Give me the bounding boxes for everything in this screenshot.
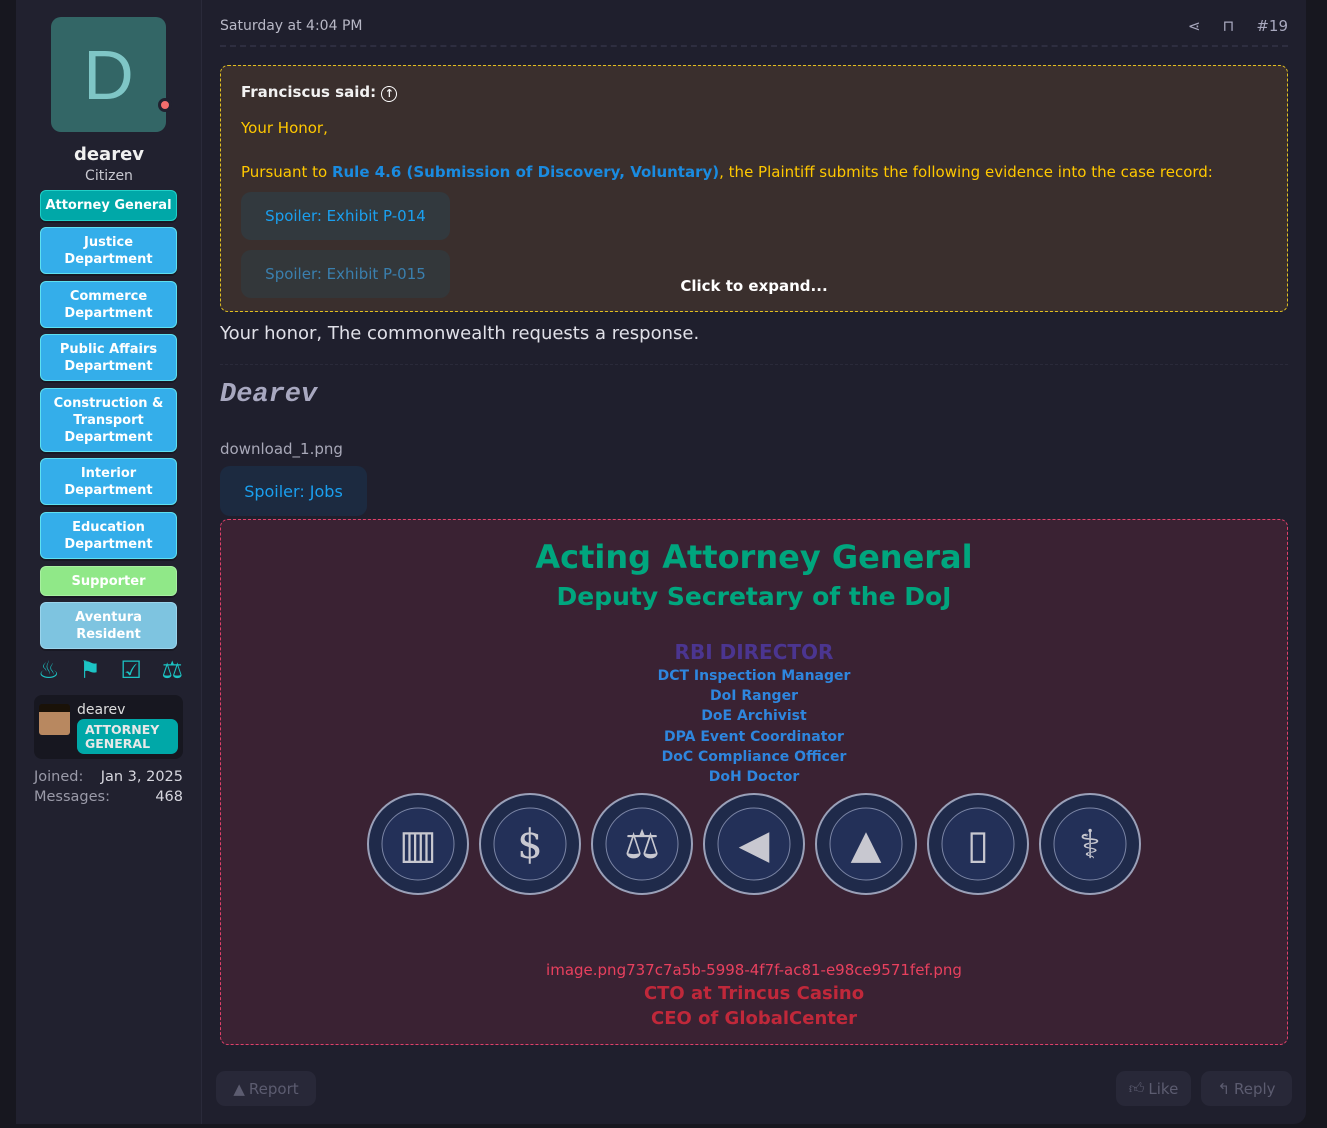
badge-education: Education Department xyxy=(40,512,177,559)
click-to-expand[interactable]: Click to expand... xyxy=(680,277,828,295)
reply-icon: ↰ xyxy=(1217,1079,1231,1098)
health-seal-icon: ⚕ xyxy=(1038,792,1142,900)
minecraft-rank: ATTORNEY GENERAL xyxy=(77,719,178,754)
quote-text: Pursuant to Rule 4.6 (Submission of Disc… xyxy=(241,163,1213,181)
post-body: Your honor, The commonwealth requests a … xyxy=(220,323,700,344)
warning-icon: ▲ xyxy=(233,1079,245,1098)
post-date[interactable]: Saturday at 4:04 PM xyxy=(220,18,363,34)
role: DoH Doctor xyxy=(708,769,800,786)
public-affairs-seal-icon: ◀ xyxy=(702,792,806,900)
interior-seal-icon: ▲ xyxy=(814,792,918,900)
spoiler-exhibit-p014[interactable]: Spoiler: Exhibit P-014 xyxy=(241,192,450,240)
rule-link[interactable]: Rule 4.6 (Submission of Discovery, Volun… xyxy=(331,163,720,181)
signature-box: Acting Attorney General Deputy Secretary… xyxy=(220,519,1288,1045)
signature-divider xyxy=(220,364,1288,365)
sig-roles: DCT Inspection Manager DoI Ranger DoE Ar… xyxy=(221,666,1287,787)
report-button[interactable]: ▲ Report xyxy=(216,1071,316,1106)
sig-image-name: image.png737c7a5b-5998-4f7f-ac81-e98ce95… xyxy=(546,961,962,979)
share-icon[interactable]: ⋖ xyxy=(1188,17,1201,35)
badge-public-affairs: Public Affairs Department xyxy=(40,334,177,381)
badge-justice: Justice Department xyxy=(40,227,177,274)
messages-stat: Messages: 468 xyxy=(34,789,183,805)
minecraft-head-avatar xyxy=(39,704,70,735)
role: DPA Event Coordinator xyxy=(664,728,844,745)
spoiler-jobs[interactable]: Spoiler: Jobs xyxy=(220,466,367,516)
joined-stat: Joined: Jan 3, 2025 xyxy=(34,769,183,785)
trophy-icons: ♨ ⚑ ☑ ⚖ xyxy=(38,656,183,684)
sig-rbi: RBI DIRECTOR xyxy=(674,640,834,664)
svg-text:▥: ▥ xyxy=(399,822,437,868)
role: DoC Compliance Officer xyxy=(661,748,847,765)
justice-seal-icon: ⚖ xyxy=(590,792,694,900)
badge-aventura: Aventura Resident xyxy=(40,602,177,649)
scales-icon[interactable]: ⚖ xyxy=(161,656,183,684)
avatar[interactable]: D xyxy=(51,17,166,132)
sig-extra1: CTO at Trincus Casino xyxy=(643,983,865,1004)
sig-title2: Deputy Secretary of the DoJ xyxy=(556,582,952,611)
education-seal-icon: ▯ xyxy=(926,792,1030,900)
badge-construction: Construction & Transport Department xyxy=(40,388,177,452)
jump-up-icon[interactable]: ↑ xyxy=(381,86,398,102)
department-seals: ▥ $ ⚖ ◀ ▲ ▯ ⚕ xyxy=(366,792,1142,900)
user-sidebar xyxy=(16,0,202,1124)
svg-text:◀: ◀ xyxy=(739,822,770,868)
signature-name: Dearev xyxy=(220,380,318,410)
bookmark-icon[interactable]: ⊓ xyxy=(1222,17,1235,35)
role: DoI Ranger xyxy=(710,688,798,705)
quote-attribution[interactable]: Franciscus said: ↑ xyxy=(241,83,398,102)
construction-seal-icon: ▥ xyxy=(366,792,470,900)
spoiler-exhibit-p015[interactable]: Spoiler: Exhibit P-015 xyxy=(241,250,450,298)
username[interactable]: dearev xyxy=(73,144,145,165)
svg-text:▯: ▯ xyxy=(967,822,989,868)
svg-text:⚕: ⚕ xyxy=(1079,822,1101,868)
quote-block: Franciscus said: ↑ Your Honor, Pursuant … xyxy=(220,65,1288,312)
birthday-cake-icon[interactable]: ♨ xyxy=(38,656,60,684)
sig-title1: Acting Attorney General xyxy=(535,538,973,576)
protester-icon[interactable]: ⚑ xyxy=(79,656,101,684)
svg-text:▲: ▲ xyxy=(851,822,882,868)
user-title: Citizen xyxy=(85,168,133,184)
thumbs-up-icon: 👍︎ xyxy=(1128,1079,1145,1097)
minecraft-profile: dearev ATTORNEY GENERAL xyxy=(34,695,183,759)
offline-status-dot xyxy=(158,98,172,112)
like-button[interactable]: 👍︎ Like xyxy=(1116,1071,1191,1106)
signature-file: download_1.png xyxy=(220,440,343,458)
badge-supporter: Supporter xyxy=(40,566,177,596)
post-number[interactable]: #19 xyxy=(1256,17,1288,35)
svg-text:$: $ xyxy=(517,822,542,868)
quote-greeting: Your Honor, xyxy=(241,119,328,137)
badge-interior: Interior Department xyxy=(40,458,177,505)
commerce-seal-icon: $ xyxy=(478,792,582,900)
sig-extra2: CEO of GlobalCenter xyxy=(651,1008,857,1029)
role: DCT Inspection Manager xyxy=(657,668,851,684)
ballot-box-icon[interactable]: ☑ xyxy=(120,656,142,684)
role: DoE Archivist xyxy=(701,708,807,725)
badge-attorney-general: Attorney General xyxy=(40,190,177,221)
reply-button[interactable]: ↰ Reply xyxy=(1201,1071,1292,1106)
badge-commerce: Commerce Department xyxy=(40,281,177,328)
minecraft-name: dearev xyxy=(77,702,126,718)
divider xyxy=(220,45,1288,47)
svg-text:⚖: ⚖ xyxy=(624,822,660,868)
